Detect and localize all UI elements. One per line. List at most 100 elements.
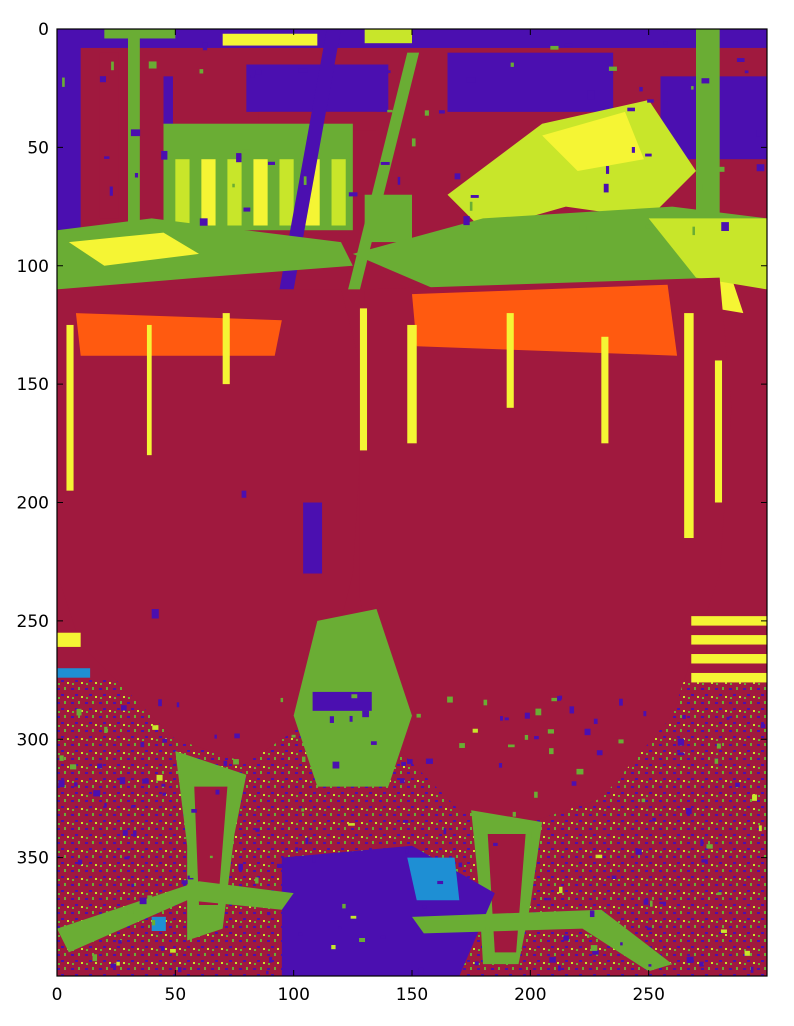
upper-speckle-16	[605, 166, 610, 174]
highlight-4	[407, 324, 417, 444]
speckle-45	[147, 895, 153, 900]
speckle-29	[77, 859, 83, 865]
speckle-110	[750, 966, 754, 973]
left-rim-yellow	[68, 232, 199, 266]
speckle-11	[735, 782, 740, 788]
speckle-58	[493, 842, 498, 846]
speckle-159	[752, 794, 757, 801]
upper-speckle-45	[134, 173, 139, 178]
speckle-144	[699, 961, 704, 967]
upper-speckle-18	[701, 78, 710, 84]
bottle-2	[227, 159, 242, 226]
upper-speckle-55	[199, 69, 204, 74]
speckle-105	[160, 946, 165, 951]
speckle-130	[498, 763, 503, 768]
highlight-6	[601, 336, 609, 444]
speckle-98	[650, 900, 653, 907]
speckle-37	[524, 734, 529, 740]
speckle-42	[401, 761, 406, 766]
speckle-24	[267, 912, 271, 916]
highlight-8	[714, 360, 723, 503]
speckle-127	[547, 729, 554, 734]
speckle-114	[151, 920, 156, 926]
speckle-94	[332, 761, 340, 769]
speckle-60	[209, 855, 213, 859]
speckle-16	[543, 897, 551, 901]
speckle-97	[635, 848, 642, 855]
upper-speckle-40	[564, 43, 573, 47]
speckle-79	[116, 961, 120, 966]
upper-speckle-26	[199, 218, 208, 226]
upper-speckle-19	[438, 110, 445, 114]
bottle-3	[253, 159, 268, 226]
speckle-80	[331, 944, 336, 950]
plate-rim-left	[57, 881, 294, 953]
upper-speckle-43	[463, 216, 470, 226]
highlight-0	[66, 324, 74, 491]
upper-speckle-32	[411, 138, 416, 147]
speckle-145	[234, 733, 240, 739]
speckle-134	[593, 718, 598, 724]
top-yellow-1	[222, 33, 318, 46]
speckle-53	[643, 899, 649, 905]
upper-speckle-23	[298, 68, 308, 73]
upper-speckle-7	[387, 109, 393, 113]
speckle-73	[238, 863, 243, 871]
upper-speckle-58	[109, 186, 113, 196]
left-post	[99, 52, 119, 219]
upper-speckle-4	[587, 90, 595, 100]
upper-speckle-27	[645, 224, 653, 229]
speckle-113	[437, 880, 444, 885]
speckle-54	[329, 716, 334, 723]
speckle-108	[590, 945, 598, 951]
left-orange-band-top	[75, 313, 282, 356]
left-edge-indigo	[57, 29, 81, 231]
x-tick-label-50: 50	[165, 985, 187, 1005]
upper-speckle-39	[627, 107, 635, 112]
speckle-118	[59, 755, 64, 761]
speckle-90	[549, 957, 556, 963]
speckle-28	[682, 715, 686, 719]
speckle-132	[648, 964, 652, 967]
left-stripe-1	[57, 632, 81, 647]
bowl-spot-2	[151, 609, 159, 619]
speckle-106	[104, 726, 108, 733]
upper-speckle-25	[99, 76, 107, 83]
upper-speckle-54	[744, 70, 749, 74]
bottle-6	[331, 159, 346, 226]
speckle-148	[139, 897, 147, 905]
speckle-61	[402, 819, 409, 823]
bottle-4	[279, 159, 294, 226]
highlight-3	[359, 308, 368, 451]
speckle-34	[110, 963, 117, 968]
speckle-156	[507, 744, 515, 748]
speckle-95	[58, 780, 65, 788]
left-glass-bowl	[57, 289, 365, 763]
y-tick-label-300: 300	[17, 730, 49, 750]
speckle-63	[677, 738, 685, 746]
speckle-139	[370, 741, 377, 745]
speckle-7	[291, 734, 296, 738]
speckle-126	[156, 774, 163, 781]
upper-speckle-53	[303, 176, 307, 185]
speckle-8	[714, 758, 719, 764]
napkin-cyan	[407, 857, 460, 901]
speckle-150	[641, 798, 646, 803]
speckle-35	[589, 910, 595, 918]
speckle-44	[131, 805, 136, 808]
y-tick-label-200: 200	[17, 494, 49, 514]
speckle-1	[416, 713, 421, 718]
upper-speckle-9	[387, 70, 391, 74]
upper-speckle-24	[133, 70, 138, 76]
speckle-66	[269, 956, 273, 963]
upper-speckle-10	[639, 86, 643, 92]
upper-speckle-41	[510, 62, 514, 67]
upper-speckle-50	[62, 77, 65, 87]
speckle-0	[405, 848, 409, 854]
speckle-33	[706, 844, 713, 849]
upper-speckle-42	[756, 164, 765, 172]
speckle-81	[618, 739, 624, 744]
speckle-51	[472, 728, 478, 733]
speckle-88	[458, 862, 463, 868]
speckle-103	[124, 856, 130, 860]
